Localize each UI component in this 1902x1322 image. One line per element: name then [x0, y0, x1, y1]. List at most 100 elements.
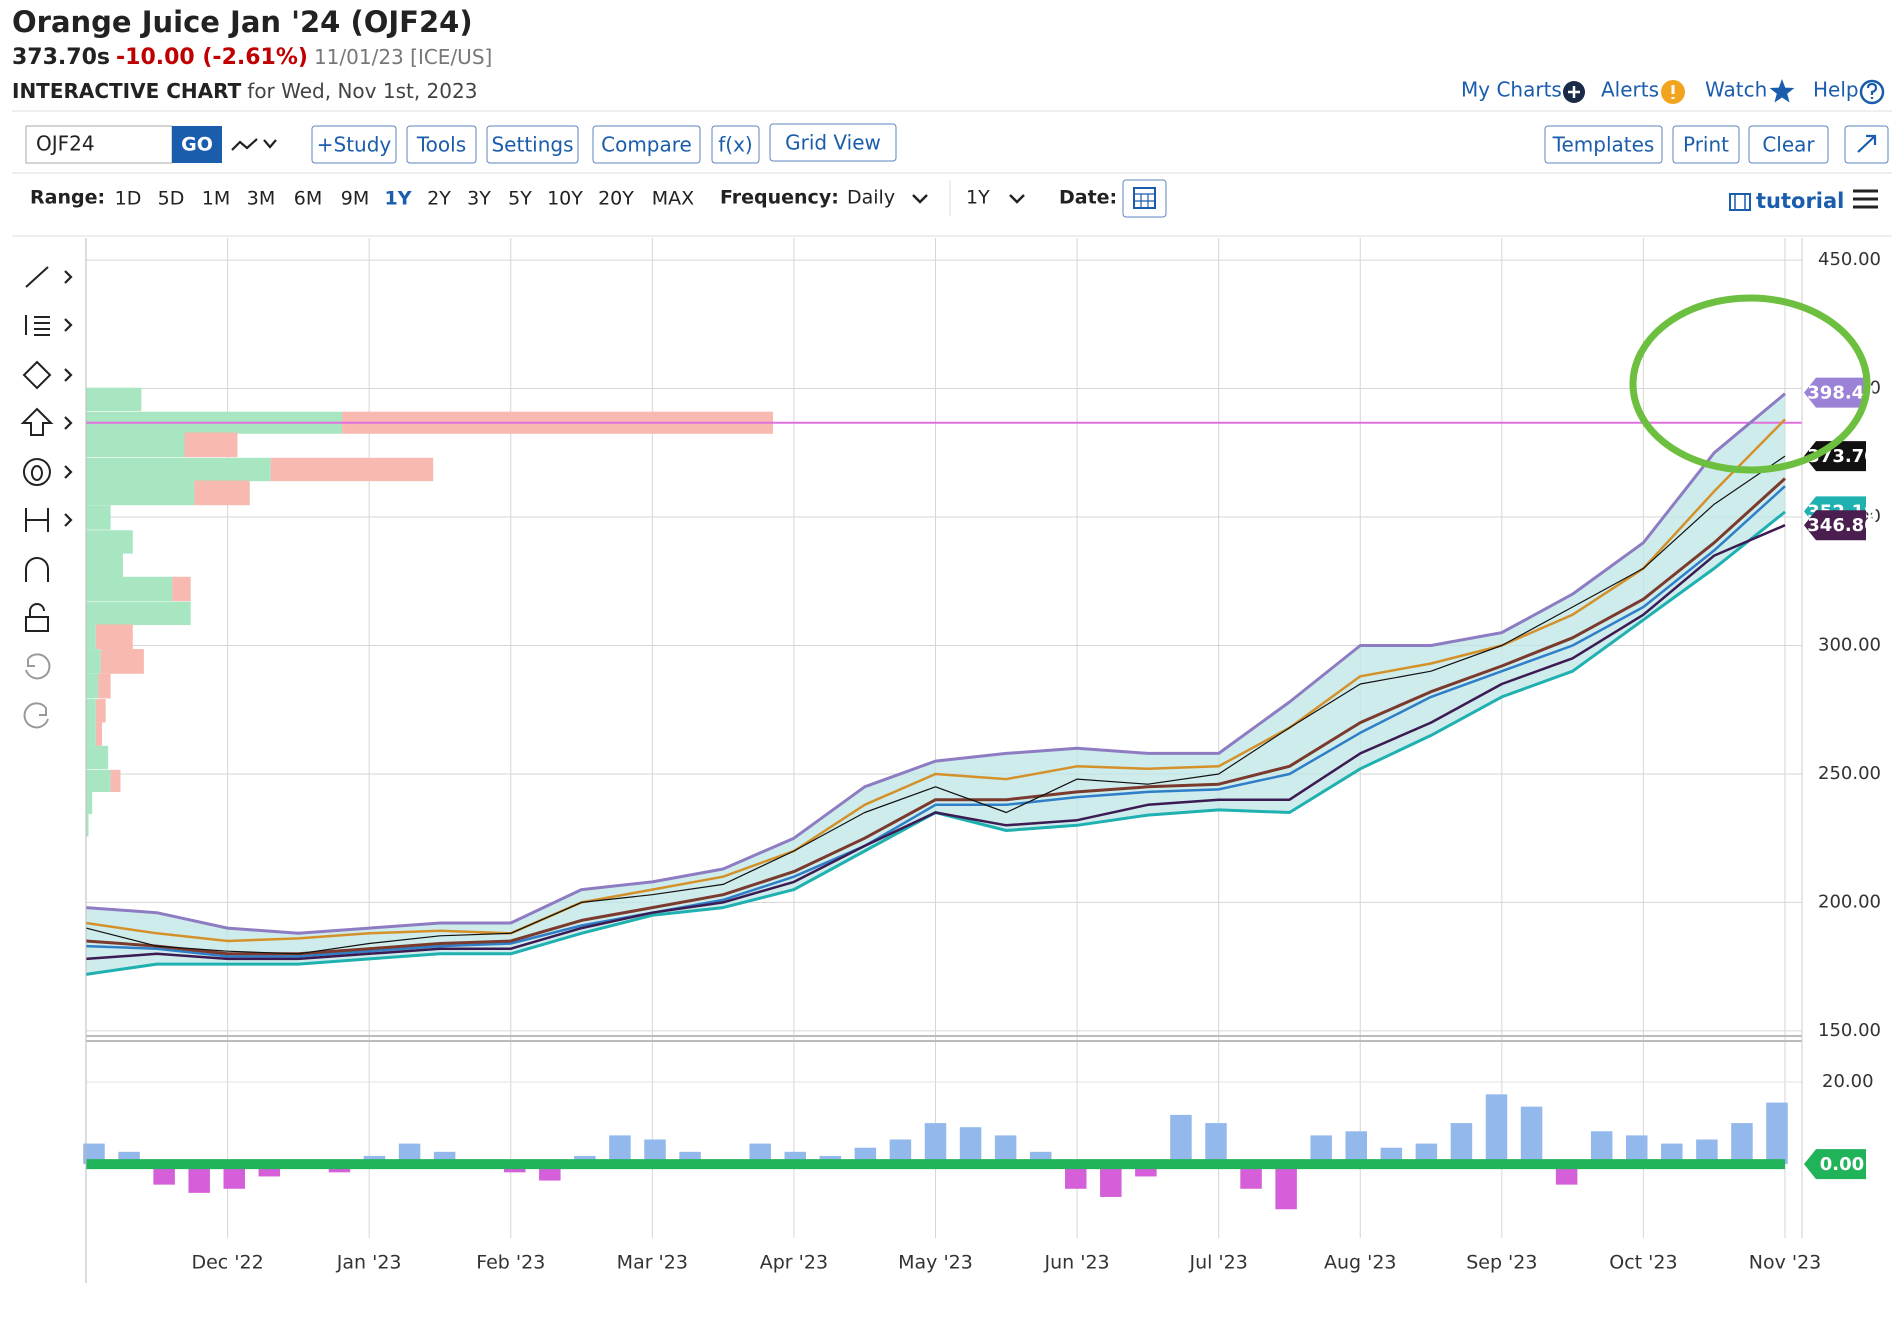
range-option[interactable]: 2Y — [427, 188, 451, 210]
toolbar-button[interactable] — [769, 123, 897, 162]
series-line — [85, 524, 1786, 961]
profile-buy — [86, 505, 111, 530]
oscillator-bar — [644, 1139, 666, 1165]
oscillator-bar — [223, 1164, 245, 1189]
oscillator-bar — [1100, 1164, 1122, 1197]
toolbar-button[interactable] — [311, 125, 397, 164]
toolbar-button[interactable] — [1672, 125, 1740, 164]
frequency-label: Frequency: — [720, 187, 839, 209]
profile-buy — [86, 457, 271, 482]
link-icon — [1769, 79, 1795, 103]
oscillator-bar — [1450, 1123, 1473, 1165]
x-tick-label: May '23 — [898, 1252, 973, 1274]
oscillator-bar — [994, 1135, 1017, 1165]
toolbar-button[interactable] — [1544, 125, 1663, 164]
drawing-tool[interactable] — [20, 407, 54, 436]
drawing-tool[interactable] — [23, 702, 49, 729]
range-option[interactable]: MAX — [652, 188, 694, 210]
profile-sell — [98, 673, 111, 699]
profile-buy — [86, 553, 123, 578]
link-icon — [1866, 82, 1878, 99]
tool-chevron — [64, 368, 73, 382]
y-tick-label: 200.00 — [1818, 891, 1881, 912]
oscillator-bar — [1205, 1123, 1227, 1165]
drawing-tool[interactable] — [25, 653, 51, 680]
chart-type-icon[interactable] — [231, 138, 277, 151]
page-title: Orange Juice Jan '24 (OJF24) — [12, 5, 473, 39]
profile-sell — [100, 649, 144, 674]
drawing-tool[interactable] — [25, 557, 49, 582]
x-tick-label: Dec '22 — [191, 1252, 263, 1274]
header-link[interactable]: Watch — [1705, 78, 1767, 102]
series-line — [85, 392, 1786, 935]
toolbar-button-label: +Study — [317, 133, 392, 157]
oscillator-bar — [1520, 1106, 1543, 1165]
band-area — [86, 393, 1785, 975]
link-icon — [1568, 86, 1580, 98]
range-option[interactable]: 1D — [115, 188, 142, 210]
calendar-button[interactable] — [1122, 179, 1167, 218]
oscillator-bar — [1275, 1164, 1297, 1210]
y-tick-label: 300.00 — [1818, 634, 1881, 655]
range-option[interactable]: 1Y — [385, 188, 412, 210]
oscillator-bar — [1065, 1164, 1087, 1189]
chevron — [912, 194, 928, 204]
range-option[interactable]: 9M — [341, 188, 369, 210]
range-option[interactable]: 5Y — [508, 188, 532, 210]
symbol-input[interactable] — [25, 125, 173, 164]
oscillator-bar — [1170, 1114, 1192, 1165]
drawing-tool[interactable] — [25, 315, 50, 336]
range-option[interactable]: 20Y — [598, 188, 634, 210]
x-tick-label: Jan '23 — [336, 1252, 402, 1274]
x-tick-label: Sep '23 — [1466, 1252, 1537, 1274]
profile-buy — [86, 601, 191, 626]
drawing-tool[interactable] — [22, 458, 51, 486]
range-option[interactable]: 3M — [247, 188, 275, 210]
price-tag — [1804, 510, 1866, 541]
drawing-tool[interactable] — [25, 266, 49, 288]
range-option[interactable]: 1M — [202, 188, 230, 210]
toolbar-button[interactable] — [406, 125, 477, 164]
toolbar-button-label: Clear — [1762, 133, 1815, 157]
drawing-tool[interactable] — [22, 360, 52, 390]
profile-buy — [86, 576, 173, 602]
profile-buy — [86, 722, 96, 746]
last-price: 373.70s — [12, 45, 110, 70]
drawing-tool[interactable] — [25, 603, 49, 632]
toolbar-button[interactable] — [711, 125, 760, 164]
range-option[interactable]: 5D — [158, 188, 185, 210]
calendar-icon — [1133, 187, 1156, 209]
price-panel: 150.00200.00250.00300.00350.00400.00450.… — [85, 238, 1881, 1274]
period-value[interactable]: 1Y — [966, 187, 990, 209]
go-button[interactable] — [172, 126, 222, 163]
range-option[interactable]: 3Y — [467, 188, 491, 210]
toolbar-button[interactable] — [1748, 125, 1829, 164]
tool-chevron — [64, 465, 73, 479]
annotation-circle — [1629, 294, 1871, 474]
toolbar-button[interactable] — [592, 125, 701, 164]
oscillator-bar — [1310, 1135, 1332, 1165]
toolbar-button-label: Templates — [1552, 133, 1655, 157]
oscillator-bar — [1485, 1094, 1508, 1165]
frequency-value[interactable]: Daily — [847, 187, 895, 209]
tutorial-link[interactable]: tutorial — [1756, 189, 1844, 213]
tool-chevron — [64, 270, 73, 284]
range-option[interactable]: 6M — [294, 188, 322, 210]
oscillator-bar — [398, 1143, 421, 1165]
toolbar-button[interactable] — [486, 125, 579, 164]
range-option[interactable]: 10Y — [547, 188, 583, 210]
header-link[interactable]: Help — [1813, 78, 1859, 102]
drawing-tool[interactable] — [25, 508, 49, 532]
price-tag — [1804, 441, 1866, 472]
date-label: Date: — [1059, 187, 1117, 209]
y-tick-label: 250.00 — [1818, 763, 1881, 784]
tool-chevron — [64, 416, 73, 430]
y-tick-label: 450.00 — [1818, 249, 1881, 270]
toolbar-button-label: Compare — [601, 133, 692, 157]
profile-buy — [86, 480, 195, 506]
header-link[interactable]: Alerts — [1601, 78, 1659, 102]
x-tick-label: Jun '23 — [1044, 1252, 1110, 1274]
header-link[interactable]: My Charts — [1461, 78, 1562, 102]
tutorial-icon — [1729, 193, 1751, 211]
menu-icon[interactable] — [1853, 189, 1878, 209]
